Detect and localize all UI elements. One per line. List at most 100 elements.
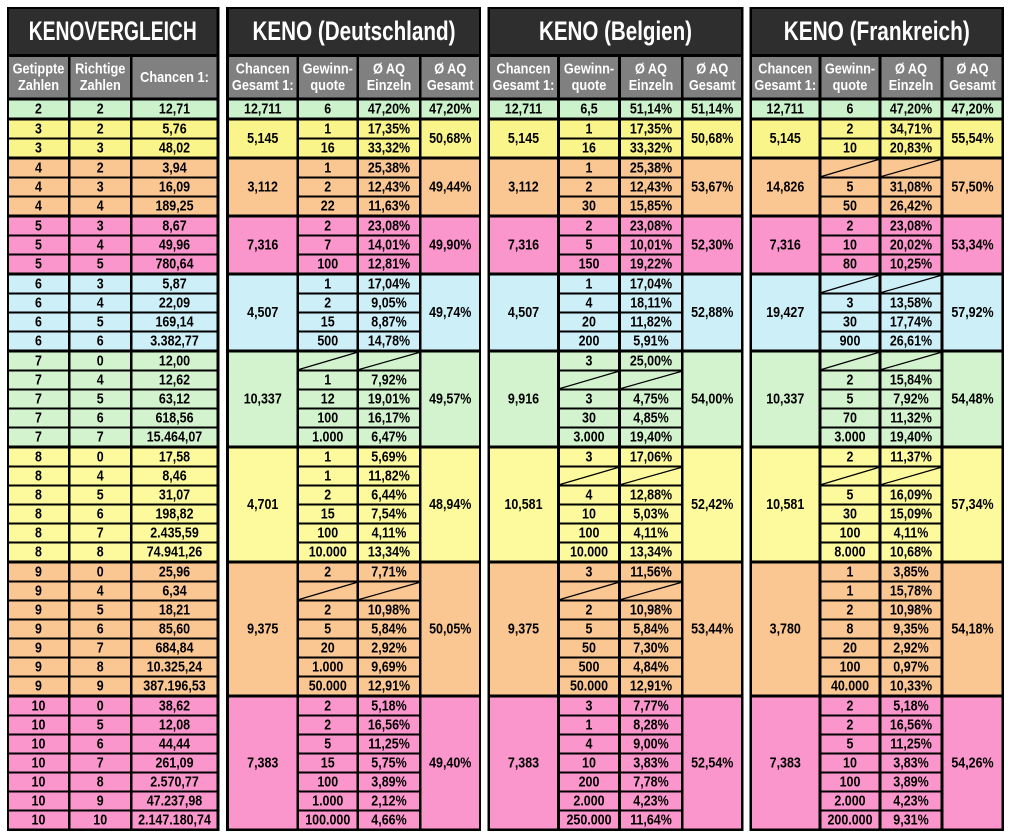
svg-text:7: 7: [35, 354, 42, 370]
svg-text:Ø AQ: Ø AQ: [373, 61, 405, 78]
svg-text:8: 8: [35, 488, 42, 504]
svg-text:25,00%: 25,00%: [630, 354, 672, 370]
svg-text:7,316: 7,316: [508, 238, 539, 254]
svg-text:3: 3: [586, 450, 593, 466]
svg-text:387.196,53: 387.196,53: [143, 679, 205, 695]
svg-text:7: 7: [97, 756, 104, 772]
svg-text:2: 2: [324, 488, 331, 504]
svg-text:52,54%: 52,54%: [691, 756, 733, 772]
svg-text:51,14%: 51,14%: [630, 102, 672, 118]
svg-text:9,35%: 9,35%: [893, 622, 928, 638]
svg-text:80: 80: [843, 257, 857, 273]
svg-text:3: 3: [586, 392, 593, 408]
svg-text:4: 4: [35, 199, 42, 215]
svg-text:5: 5: [35, 238, 42, 254]
svg-text:1: 1: [324, 161, 331, 177]
svg-text:2: 2: [324, 180, 331, 196]
svg-text:7,383: 7,383: [770, 756, 801, 772]
svg-text:5,75%: 5,75%: [371, 756, 406, 772]
svg-text:5,91%: 5,91%: [633, 334, 668, 350]
svg-text:4: 4: [97, 296, 104, 312]
svg-text:7: 7: [35, 392, 42, 408]
svg-text:2: 2: [324, 219, 331, 235]
svg-text:7: 7: [35, 373, 42, 389]
svg-text:11,56%: 11,56%: [630, 565, 672, 581]
svg-text:49,44%: 49,44%: [429, 180, 471, 196]
svg-text:7,316: 7,316: [247, 238, 278, 254]
svg-text:23,08%: 23,08%: [368, 219, 410, 235]
svg-text:47.237,98: 47.237,98: [147, 794, 203, 810]
svg-text:3: 3: [586, 565, 593, 581]
svg-text:50,68%: 50,68%: [691, 131, 733, 147]
svg-text:2: 2: [847, 603, 854, 619]
svg-text:Einzeln: Einzeln: [629, 77, 674, 94]
svg-text:17,74%: 17,74%: [890, 315, 932, 331]
svg-text:3: 3: [847, 296, 854, 312]
svg-text:6: 6: [97, 737, 104, 753]
svg-text:1.000: 1.000: [312, 794, 343, 810]
svg-text:26,42%: 26,42%: [890, 199, 932, 215]
svg-text:19,427: 19,427: [766, 305, 804, 321]
svg-text:4: 4: [97, 584, 104, 600]
svg-text:13,58%: 13,58%: [890, 296, 932, 312]
svg-text:200: 200: [579, 334, 600, 350]
svg-text:10,581: 10,581: [504, 497, 542, 513]
svg-text:4,11%: 4,11%: [634, 526, 669, 542]
svg-text:5,145: 5,145: [508, 131, 539, 147]
svg-text:4: 4: [97, 469, 104, 485]
svg-text:15.464,07: 15.464,07: [147, 430, 203, 446]
svg-text:25,96: 25,96: [159, 565, 190, 581]
svg-text:50: 50: [582, 641, 596, 657]
svg-text:9: 9: [35, 565, 42, 581]
svg-text:1.000: 1.000: [312, 430, 343, 446]
svg-text:50.000: 50.000: [309, 679, 347, 695]
svg-text:100: 100: [840, 660, 861, 676]
svg-text:4: 4: [97, 238, 104, 254]
svg-text:2: 2: [847, 122, 854, 138]
svg-text:9: 9: [35, 679, 42, 695]
svg-text:4: 4: [35, 161, 42, 177]
svg-text:2: 2: [586, 603, 593, 619]
svg-text:5: 5: [97, 488, 104, 504]
svg-text:13,34%: 13,34%: [368, 545, 410, 561]
svg-text:7,316: 7,316: [770, 238, 801, 254]
svg-text:17,06%: 17,06%: [630, 450, 672, 466]
svg-text:KENOVERGLEICH: KENOVERGLEICH: [29, 16, 197, 46]
svg-text:Ø AQ: Ø AQ: [696, 61, 728, 78]
svg-text:49,74%: 49,74%: [429, 305, 471, 321]
svg-text:KENO (Deutschland): KENO (Deutschland): [253, 16, 456, 46]
svg-text:22: 22: [321, 199, 335, 215]
svg-text:3.000: 3.000: [834, 430, 865, 446]
svg-text:3: 3: [35, 141, 42, 157]
svg-text:2: 2: [324, 603, 331, 619]
svg-text:48,02: 48,02: [159, 141, 190, 157]
svg-text:49,57%: 49,57%: [429, 392, 471, 408]
svg-text:4,23%: 4,23%: [893, 794, 928, 810]
svg-text:10,68%: 10,68%: [890, 545, 932, 561]
svg-text:2: 2: [97, 161, 104, 177]
svg-text:quote: quote: [833, 77, 868, 94]
svg-text:9: 9: [35, 622, 42, 638]
svg-text:5,69%: 5,69%: [371, 450, 406, 466]
svg-text:2: 2: [97, 102, 104, 118]
svg-text:100.000: 100.000: [305, 813, 350, 829]
svg-text:4,507: 4,507: [247, 305, 278, 321]
svg-text:Ø AQ: Ø AQ: [956, 61, 988, 78]
svg-text:500: 500: [579, 660, 600, 676]
svg-text:3: 3: [35, 122, 42, 138]
svg-text:25,38%: 25,38%: [368, 161, 410, 177]
svg-text:20,83%: 20,83%: [890, 141, 932, 157]
svg-text:261,09: 261,09: [155, 756, 193, 772]
svg-text:100: 100: [579, 526, 600, 542]
svg-text:10,337: 10,337: [766, 392, 804, 408]
svg-text:10: 10: [843, 756, 857, 772]
svg-text:30: 30: [582, 199, 596, 215]
svg-text:4: 4: [35, 180, 42, 196]
svg-text:19,40%: 19,40%: [890, 430, 932, 446]
svg-text:2: 2: [847, 219, 854, 235]
svg-text:100: 100: [317, 257, 338, 273]
svg-text:9,916: 9,916: [508, 392, 539, 408]
svg-text:8: 8: [97, 775, 104, 791]
svg-text:1: 1: [324, 122, 331, 138]
svg-text:10: 10: [582, 507, 596, 523]
